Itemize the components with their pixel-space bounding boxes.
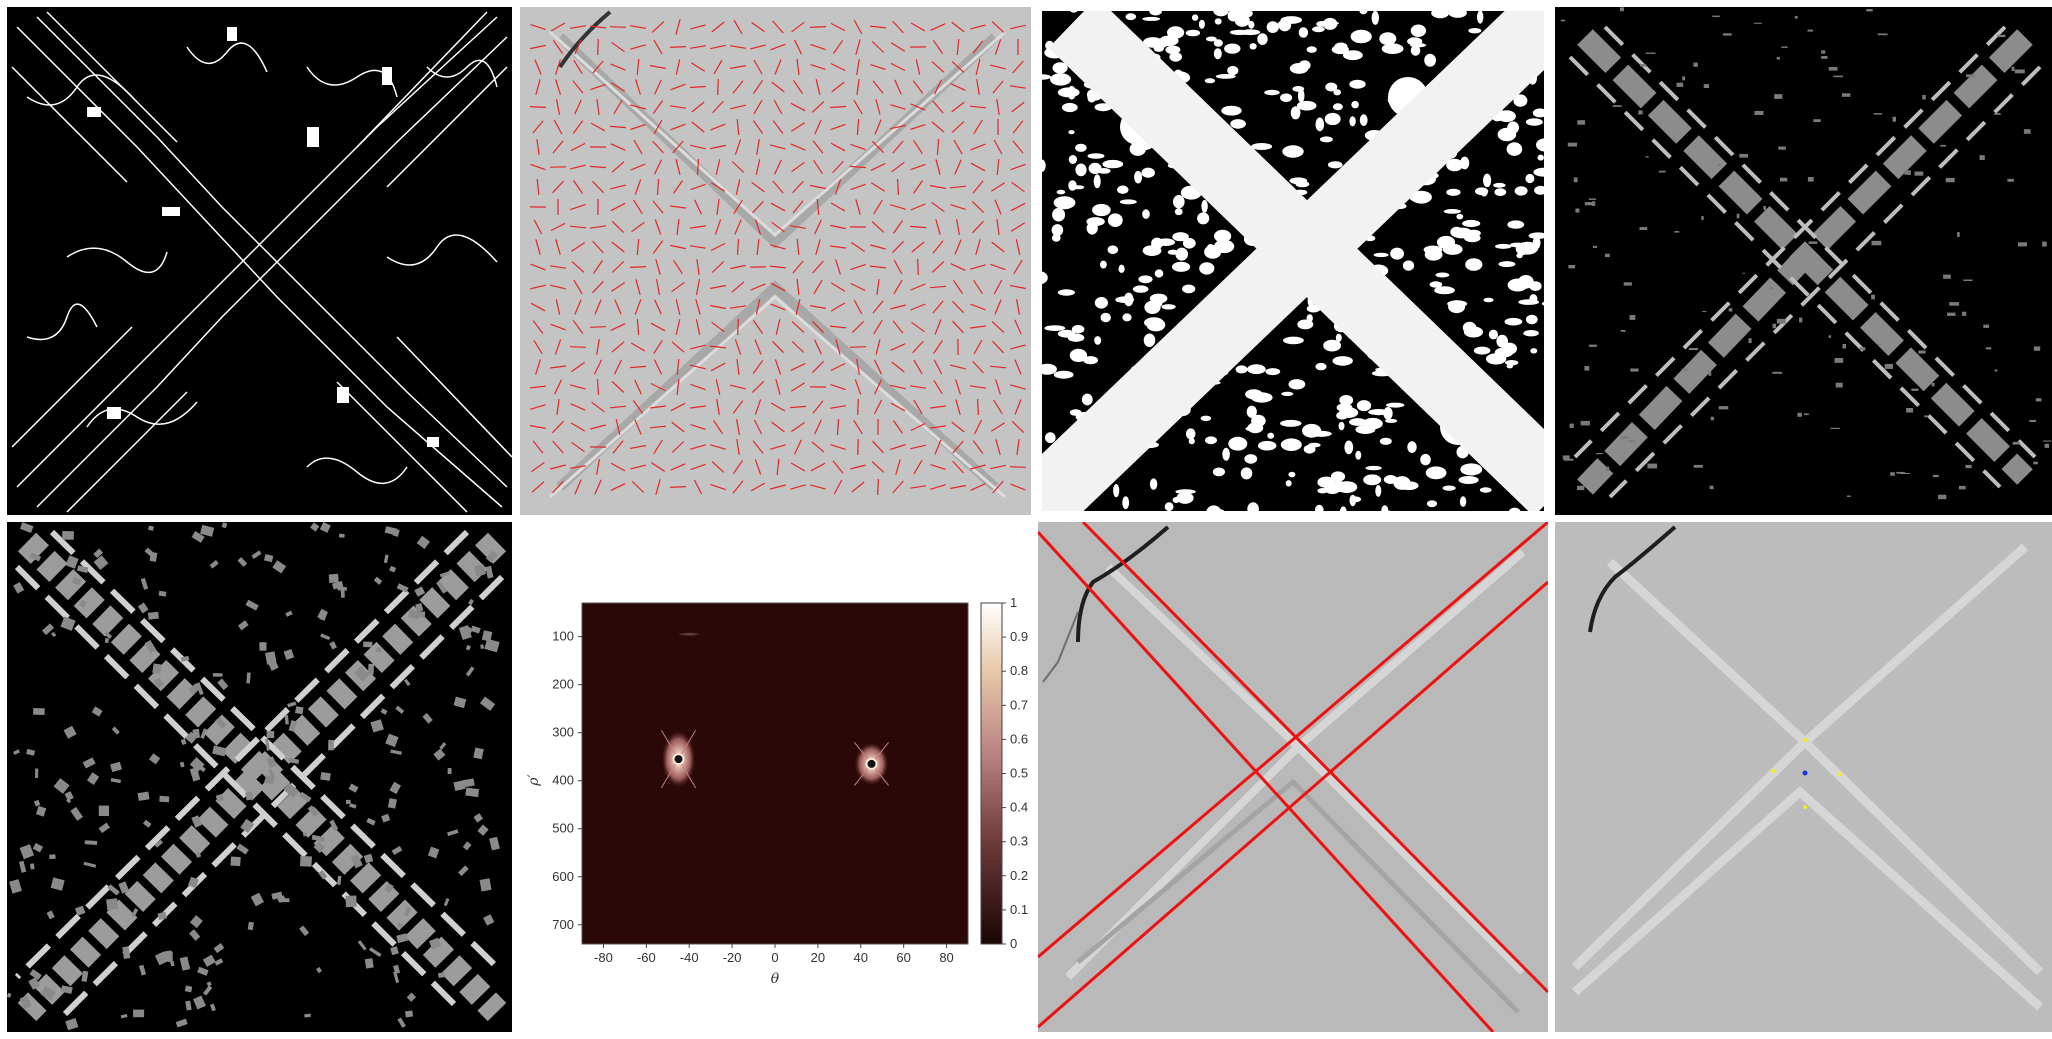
binary-ridge-panel (1038, 7, 1548, 515)
x-tick-label: 0 (771, 950, 778, 965)
detected-lines (1038, 522, 1548, 1032)
gray-edge-panel (1555, 7, 2052, 515)
colorbar-tick-label: 0.5 (1010, 766, 1028, 781)
y-tick-label: 600 (552, 869, 574, 884)
detected-lines-image (1038, 522, 1548, 1032)
detected-lines-panel (1038, 522, 1548, 1032)
edge-map-panel (7, 7, 512, 515)
y-tick-label: 500 (552, 821, 574, 836)
x-tick-label: 20 (811, 950, 825, 965)
y-tick-label: 700 (552, 917, 574, 932)
y-tick-label: 100 (552, 629, 574, 644)
y-tick-label: 200 (552, 677, 574, 692)
colorbar-tick-label: 0.7 (1010, 697, 1028, 712)
x-tick-label: -20 (723, 950, 742, 965)
intersection-points-panel (1555, 522, 2052, 1032)
colorbar-tick-label: 0.1 (1010, 902, 1028, 917)
edge-map-image (11, 11, 512, 513)
colorbar (980, 602, 1003, 945)
x-tick-label: 80 (939, 950, 953, 965)
x-tick-label: 60 (896, 950, 910, 965)
colorbar-tick-label: 0.2 (1010, 868, 1028, 883)
x-tick-label: 40 (854, 950, 868, 965)
orientation-field-panel (520, 7, 1031, 515)
x-tick-label: -40 (680, 950, 699, 965)
colorbar-tick-label: 0.6 (1010, 731, 1028, 746)
colorbar-tick-label: 0.4 (1010, 800, 1028, 815)
orientation-field-image (529, 10, 1027, 499)
hough-accumulator-chart: -80 -60 -40 -20 0 20 40 60 80 100 200 300 400 500 600… (526, 595, 1028, 987)
colorbar-tick-label: 0.3 (1010, 834, 1028, 849)
colorbar-tick-label: 0.8 (1010, 663, 1028, 678)
gray-edge-image (1560, 7, 2052, 500)
binary-ridge-image (1038, 7, 1548, 515)
x-tick-label: -60 (637, 950, 656, 965)
y-tick-label: 400 (552, 773, 574, 788)
hough-peak-cluster (660, 730, 697, 789)
colorbar-tick-label: 0.9 (1010, 629, 1028, 644)
textured-patch-panel (7, 522, 512, 1032)
intersection-points-image (1571, 525, 2044, 1011)
colorbar-tick-label: 0 (1010, 936, 1017, 951)
hough-accumulator-panel: -80 -60 -40 -20 0 20 40 60 80 100 200 300 400 500 600… (520, 522, 1031, 1032)
hough-peak-cluster (853, 741, 890, 786)
x-tick-label: -80 (594, 950, 613, 965)
x-axis-label: θ (771, 971, 780, 987)
colorbar-tick-label: 1 (1010, 595, 1017, 610)
y-axis-label: ρ′ (526, 773, 542, 786)
y-axis-ticks: 100 200 300 400 500 600 700 (552, 629, 582, 932)
plot-area (581, 602, 969, 945)
intersection-points (1771, 738, 1842, 809)
cluster-layer (660, 632, 890, 789)
hough-peak-cluster (676, 632, 703, 637)
x-axis-ticks: -80 -60 -40 -20 0 20 40 60 80 (594, 944, 954, 965)
textured-patch-image (7, 522, 507, 1031)
colorbar-ticks: 0 0.1 0.2 0.3 0.4 0.5 0.6 0.7 0.8 0.9 1 (1002, 595, 1028, 951)
y-tick-label: 300 (552, 725, 574, 740)
